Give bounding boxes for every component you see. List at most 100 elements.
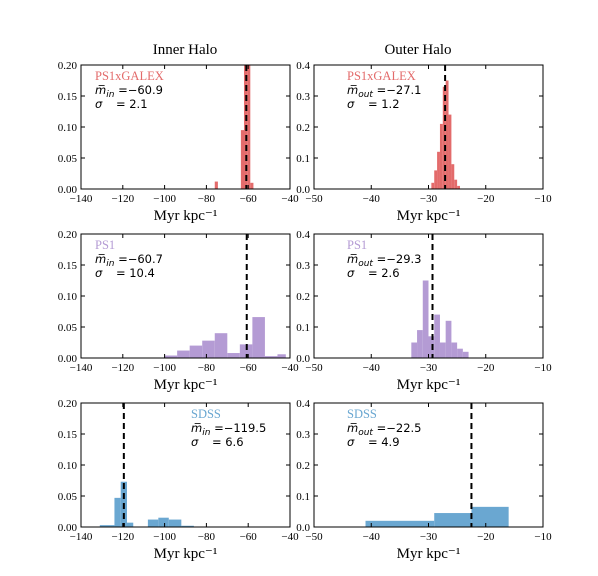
y-tick-label: 0.00: [58, 353, 78, 365]
x-tick-label: −40: [281, 193, 299, 205]
x-tick-label: −40: [281, 531, 299, 543]
x-axis-label: Myr kpc⁻¹: [397, 546, 461, 562]
sigma-symbol: σ: [95, 266, 103, 280]
mean-annotation: m̅in =−60.7: [95, 252, 163, 269]
histogram-bar: [181, 525, 194, 527]
histogram-bar: [240, 130, 245, 189]
y-tick-label: 0.15: [58, 260, 78, 272]
histogram-bar: [422, 280, 429, 358]
sigma-annotation: σ = 2.6: [347, 266, 400, 280]
x-tick-label: −60: [240, 362, 258, 374]
x-tick-label: −140: [70, 193, 93, 205]
y-tick-label: 0.05: [58, 322, 78, 334]
histogram-bar: [277, 354, 286, 358]
histogram-bar: [214, 333, 228, 358]
x-tick-label: −80: [198, 362, 216, 374]
y-tick-label: 0.2: [296, 122, 310, 134]
histogram-bar: [434, 170, 438, 189]
histogram-bar: [189, 345, 203, 358]
y-tick-label: 0.15: [58, 429, 78, 441]
y-tick-label: 0.20: [58, 229, 78, 241]
histogram-bar: [411, 342, 418, 358]
x-tick-label: −10: [534, 362, 552, 374]
histogram-bar: [247, 65, 251, 189]
survey-label: PS1: [347, 238, 367, 252]
y-tick-label: 0.1: [296, 322, 310, 334]
mean-symbol: m̅: [347, 83, 358, 97]
sigma-symbol: σ: [95, 97, 103, 111]
x-tick-label: −40: [281, 362, 299, 374]
x-tick-label: −120: [111, 531, 134, 543]
x-tick-label: −120: [111, 193, 134, 205]
mean-symbol: m̅: [347, 421, 358, 435]
x-tick-label: −80: [198, 531, 216, 543]
x-tick-label: −40: [363, 362, 381, 374]
histogram-bar: [252, 317, 265, 358]
x-tick-label: −20: [477, 362, 495, 374]
mean-value: =−119.5: [210, 421, 266, 435]
mean-annotation: m̅out =−27.1: [347, 83, 422, 100]
x-tick-label: −60: [240, 531, 258, 543]
sigma-annotation: σ = 2.1: [95, 97, 148, 111]
histogram-bar: [437, 151, 440, 189]
mean-value: =−60.9: [114, 83, 163, 97]
x-tick-label: −20: [477, 531, 495, 543]
histogram-bar: [202, 340, 215, 358]
mean-subscript: out: [358, 428, 373, 438]
y-tick-label: 0.4: [296, 398, 310, 410]
mean-subscript: in: [106, 259, 115, 269]
histogram-bar: [114, 497, 121, 527]
histogram-bar: [434, 513, 472, 527]
mean-value: =−60.7: [114, 252, 163, 266]
histogram-panels: −140 −120 −100 −80 −60 −40 0.00 0.05 0.10 0.15 0.2…: [58, 60, 552, 562]
mean-subscript: in: [106, 90, 115, 100]
histogram-bar: [431, 182, 435, 189]
histogram-bar: [264, 356, 278, 358]
x-tick-label: −140: [70, 362, 93, 374]
x-tick-label: −80: [198, 193, 216, 205]
survey-label: PS1xGALEX: [347, 69, 416, 83]
panel-ps1xgalex-outer: −50 −40 −30 −20 −10 0.0 0.1 0.2 0.3 0.4 Myr kpc⁻¹ P…: [296, 60, 552, 224]
histogram-bar: [451, 342, 458, 358]
x-tick-label: −40: [363, 193, 381, 205]
mean-annotation: m̅out =−22.5: [347, 421, 422, 438]
sigma-annotation: σ = 4.9: [347, 435, 400, 449]
histogram-bar: [445, 80, 449, 189]
sigma-value: = 2.1: [112, 97, 147, 111]
column-title-outer-halo: Outer Halo: [384, 42, 451, 58]
y-tick-label: 0.4: [296, 229, 310, 241]
y-tick-label: 0.3: [296, 429, 310, 441]
sigma-annotation: σ = 10.4: [95, 266, 155, 280]
y-tick-label: 0.05: [58, 153, 78, 165]
mean-value: =−22.5: [373, 421, 422, 435]
panel-sdss-inner: −140 −120 −100 −80 −60 −40 0.00 0.05 0.10 0.15 0.2…: [58, 398, 299, 562]
y-tick-label: 0.10: [58, 291, 78, 303]
mean-symbol: m̅: [191, 421, 202, 435]
mean-subscript: in: [202, 428, 211, 438]
x-tick-label: −100: [153, 362, 176, 374]
y-tick-label: 0.20: [58, 398, 78, 410]
histogram-bar: [471, 506, 509, 527]
x-axis-label: Myr kpc⁻¹: [154, 208, 218, 224]
histogram-bar: [250, 182, 254, 189]
y-tick-label: 0.20: [58, 60, 78, 72]
mean-symbol: m̅: [95, 83, 106, 97]
panel-ps1-outer: −50 −40 −30 −20 −10 0.0 0.1 0.2 0.3 0.4 Myr kpc⁻¹ P…: [296, 229, 552, 393]
histogram-bar: [428, 336, 435, 358]
sigma-value: = 10.4: [112, 266, 155, 280]
y-tick-label: 0.3: [296, 260, 310, 272]
x-axis-label: Myr kpc⁻¹: [154, 377, 218, 393]
x-tick-label: −30: [420, 193, 438, 205]
x-tick-label: −30: [420, 362, 438, 374]
sigma-annotation: σ = 1.2: [347, 97, 400, 111]
histogram-bar: [214, 181, 218, 189]
x-tick-label: −50: [305, 362, 323, 374]
y-tick-label: 0.3: [296, 91, 310, 103]
sigma-value: = 4.9: [364, 435, 399, 449]
survey-label: PS1xGALEX: [95, 69, 164, 83]
mean-annotation: m̅in =−60.9: [95, 83, 163, 100]
sigma-value: = 2.6: [364, 266, 399, 280]
sigma-symbol: σ: [191, 435, 199, 449]
histogram-bar: [448, 114, 452, 189]
